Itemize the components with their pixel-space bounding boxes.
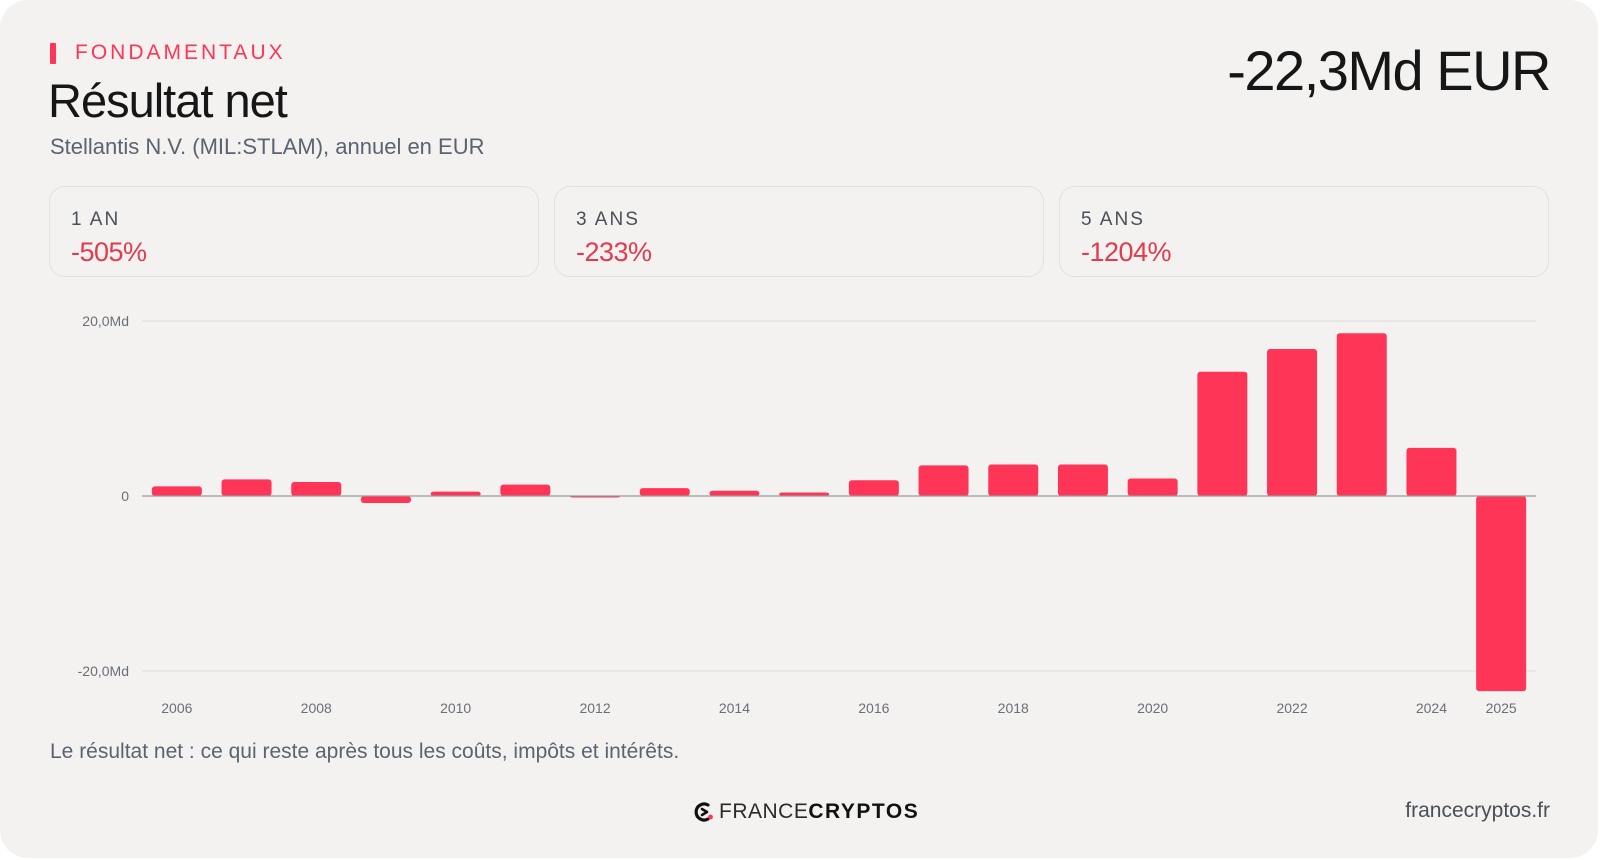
bar-2009 bbox=[360, 496, 411, 503]
x-tick-label: 2025 bbox=[1486, 700, 1517, 716]
bar-2016 bbox=[848, 480, 899, 496]
bar-2019 bbox=[1057, 464, 1108, 496]
bar-2011 bbox=[500, 484, 551, 496]
bar-2017 bbox=[918, 465, 969, 496]
y-tick-label: 0 bbox=[121, 488, 129, 504]
kpi-card-1-year: 1 AN -505% bbox=[49, 186, 539, 277]
bar-2025 bbox=[1476, 496, 1527, 692]
bar-2006 bbox=[151, 486, 202, 496]
bar-2013 bbox=[639, 488, 690, 496]
bar-2010 bbox=[430, 491, 481, 496]
bar-2021 bbox=[1197, 371, 1248, 496]
y-tick-label: 20,0Md bbox=[82, 313, 129, 329]
y-tick-label: -20,0Md bbox=[78, 663, 129, 679]
bar-2007 bbox=[221, 479, 272, 496]
site-url: francecryptos.fr bbox=[1405, 799, 1550, 822]
bar-2014 bbox=[709, 490, 760, 496]
page-subtitle: Stellantis N.V. (MIL:STLAM), annuel en E… bbox=[50, 134, 485, 159]
bar-2020 bbox=[1127, 478, 1178, 496]
kpi-label: 1 AN bbox=[71, 209, 121, 230]
bar-2023 bbox=[1336, 333, 1387, 496]
x-tick-label: 2018 bbox=[998, 700, 1029, 716]
page-title: Résultat net bbox=[48, 74, 288, 127]
bar-2024 bbox=[1406, 447, 1457, 496]
x-tick-label: 2014 bbox=[719, 700, 750, 716]
logo-word-france: FRANCE bbox=[719, 800, 809, 823]
kpi-value: -505% bbox=[71, 237, 147, 267]
net-income-bar-chart: 20,0Md 0 -20,0Md 2006 2008 2010 2012 2014 2016 20… bbox=[78, 313, 1536, 716]
francecryptos-logo-icon bbox=[694, 802, 713, 822]
x-tick-label: 2008 bbox=[301, 700, 332, 716]
x-tick-label: 2016 bbox=[858, 700, 889, 716]
bar-2022 bbox=[1267, 349, 1318, 496]
bar-2018 bbox=[988, 464, 1039, 496]
x-tick-label: 2022 bbox=[1276, 700, 1307, 716]
kpi-label: 5 ANS bbox=[1081, 209, 1145, 230]
kpi-card-5-years: 5 ANS -1204% bbox=[1059, 186, 1549, 277]
kpi-card-3-years: 3 ANS -233% bbox=[554, 186, 1044, 277]
kpi-value: -233% bbox=[576, 237, 652, 267]
kpi-label: 3 ANS bbox=[576, 209, 640, 230]
x-tick-label: 2024 bbox=[1416, 700, 1447, 716]
current-value: -22,3Md EUR bbox=[1227, 39, 1551, 102]
x-tick-label: 2006 bbox=[161, 700, 192, 716]
eyebrow-label: FONDAMENTAUX bbox=[75, 41, 286, 64]
francecryptos-logo: FRANCE CRYPTOS bbox=[693, 800, 919, 824]
x-tick-label: 2010 bbox=[440, 700, 471, 716]
logo-word-cryptos: CRYPTOS bbox=[808, 800, 920, 823]
bar-2015 bbox=[779, 492, 830, 496]
chart-footnote: Le résultat net : ce qui reste après tou… bbox=[50, 740, 680, 763]
section-eyebrow: FONDAMENTAUX bbox=[50, 41, 286, 65]
bar-2008 bbox=[291, 482, 342, 496]
kpi-value: -1204% bbox=[1081, 237, 1172, 267]
x-tick-label: 2012 bbox=[579, 700, 610, 716]
eyebrow-accent-bar bbox=[50, 42, 56, 64]
x-tick-label: 2020 bbox=[1137, 700, 1168, 716]
